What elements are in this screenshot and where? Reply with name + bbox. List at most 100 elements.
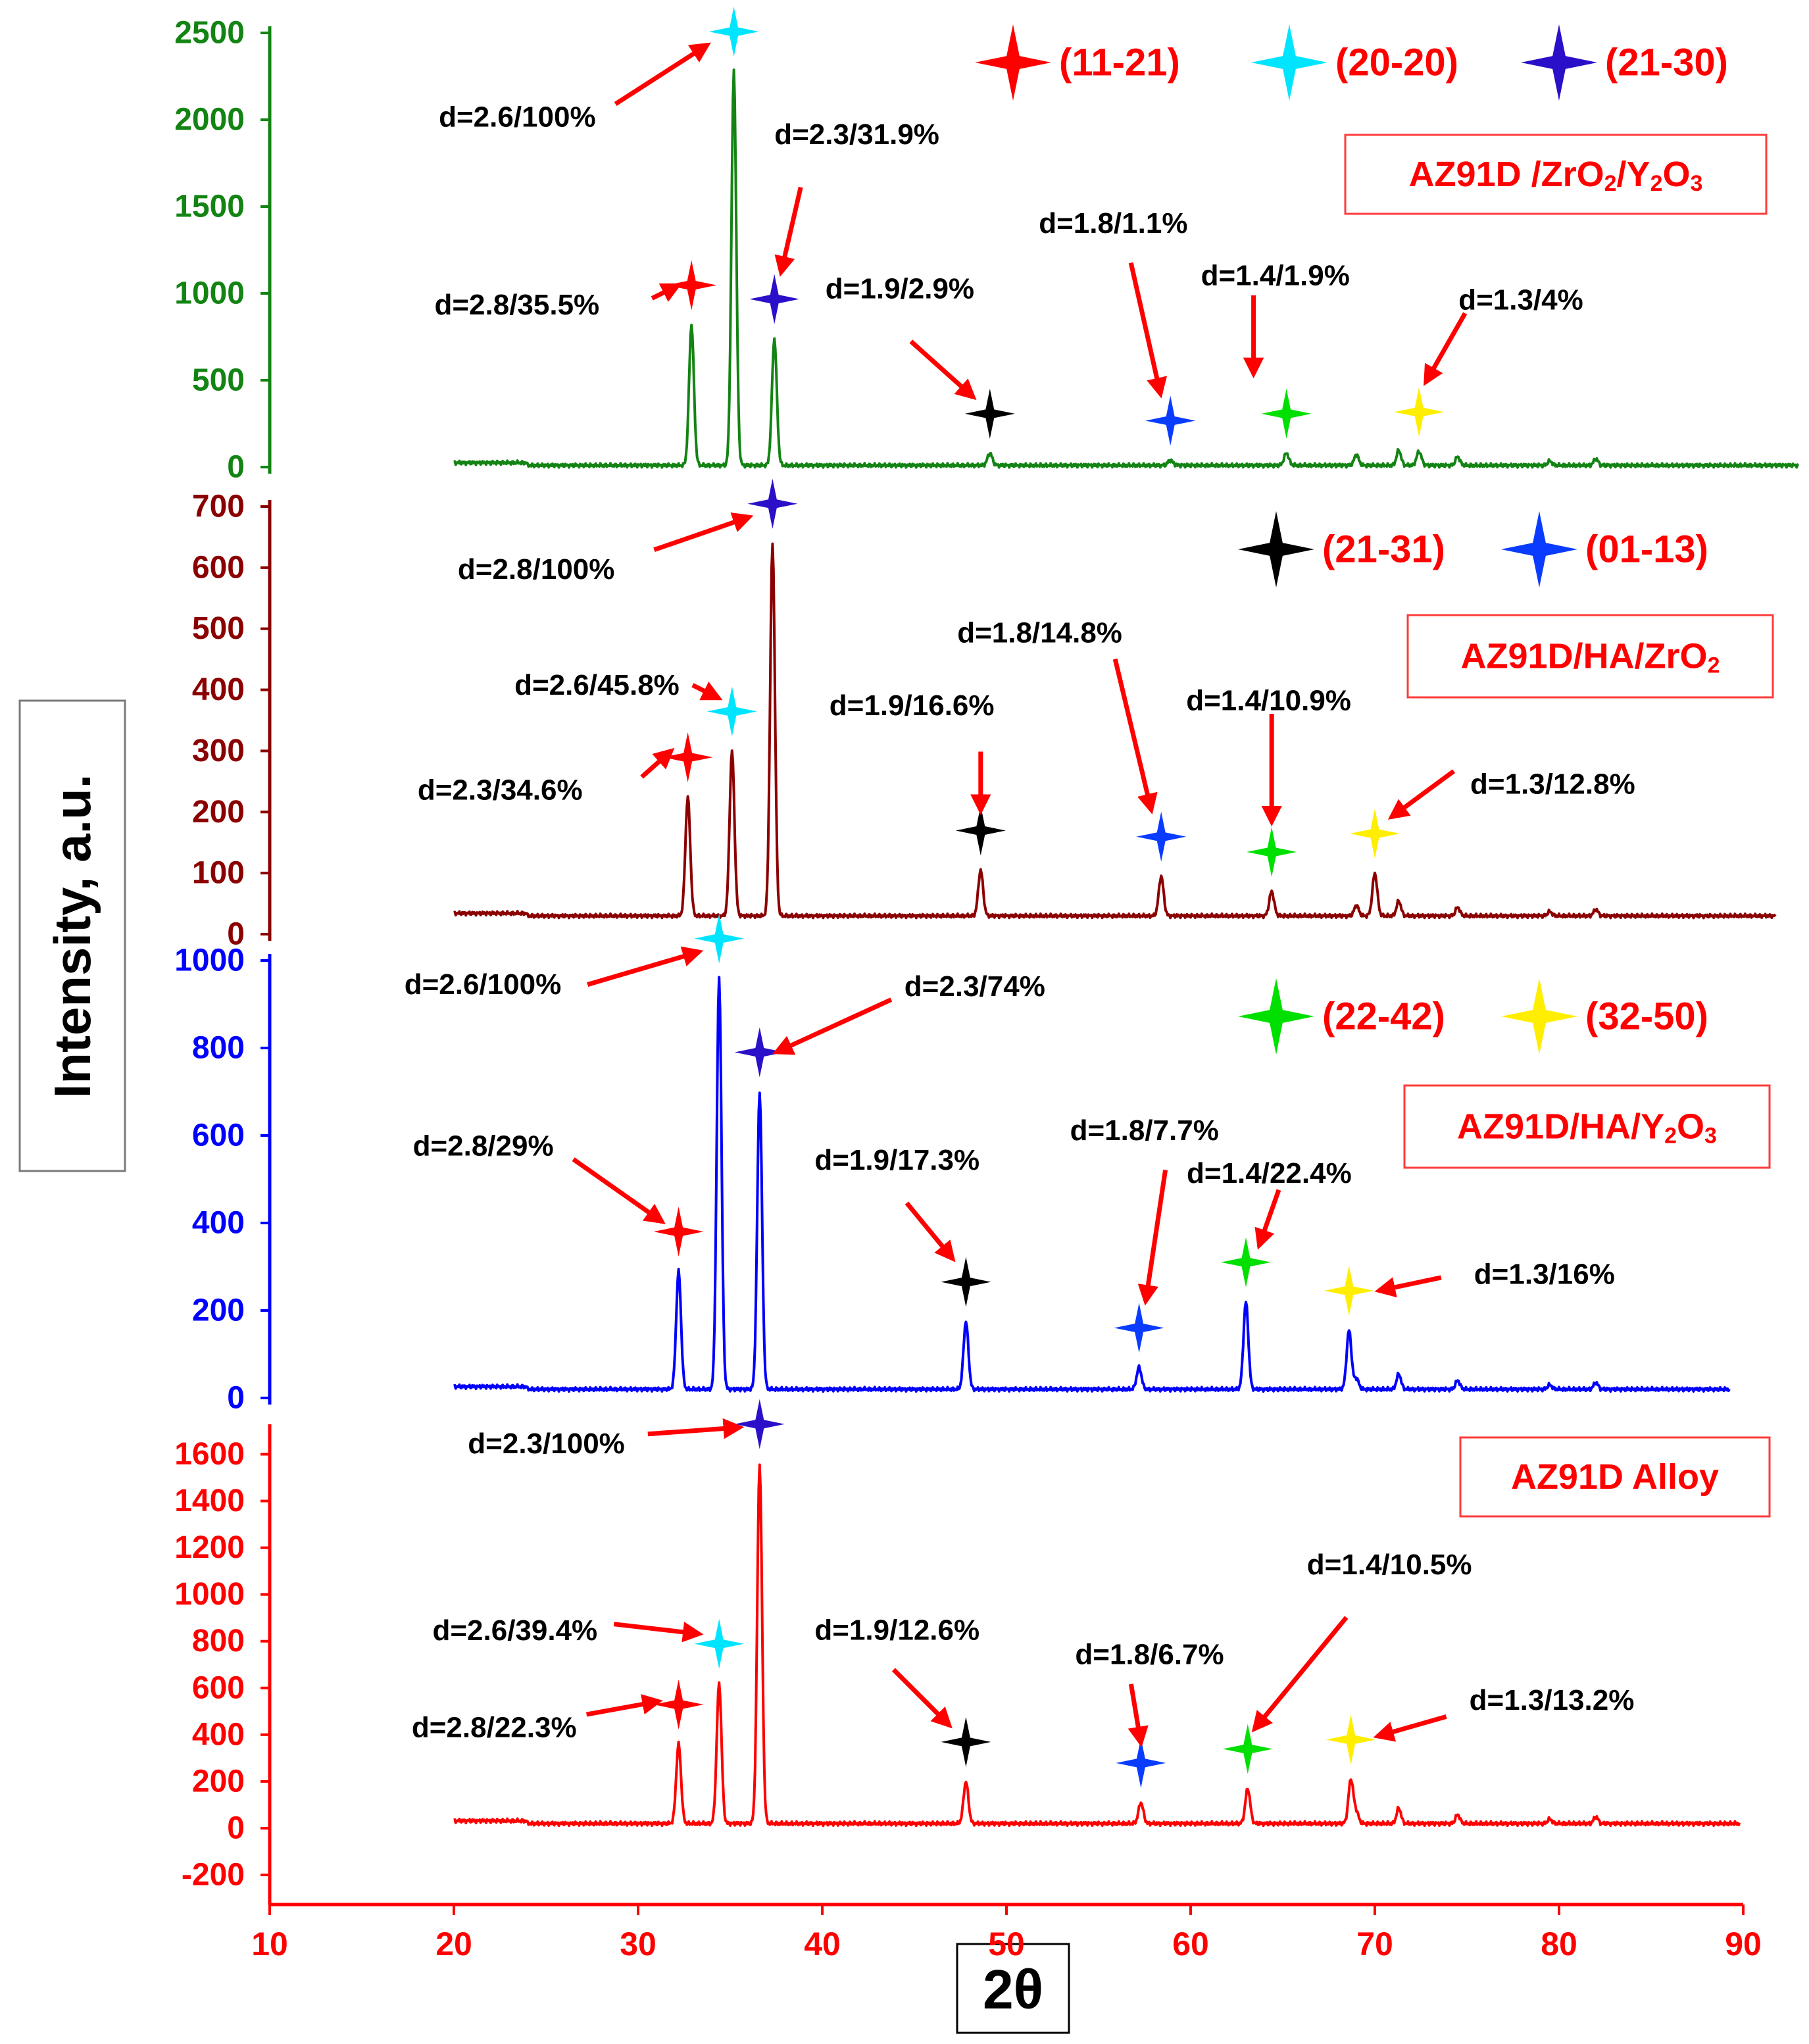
peak-d-label: d=2.3/31.9% (774, 118, 939, 151)
legend-entry-label: (21-31) (1322, 528, 1445, 571)
title-subscript: 2 (1604, 171, 1617, 196)
peak-arrow (653, 512, 754, 553)
peak-star-marker (1145, 395, 1196, 446)
peak-d-label: d=2.3/74% (904, 970, 1045, 1003)
panel-2-title: AZ91D/HA/ZrO2 (1461, 637, 1720, 678)
y-tick-label: 2500 (174, 16, 245, 51)
panel-4-title: AZ91D Alloy (1511, 1457, 1719, 1497)
peak-d-label: d=1.9/2.9% (826, 272, 974, 305)
peak-star-marker (694, 913, 745, 964)
x-axis-title: 2θ (956, 1943, 1070, 2034)
y-tick-label: 800 (192, 1031, 245, 1066)
title-text: AZ91D/HA/ZrO (1461, 637, 1708, 676)
peak-d-label: d=1.8/7.7% (1070, 1114, 1219, 1147)
peak-arrow (1424, 312, 1468, 386)
x-axis-title-box (956, 1943, 1070, 2034)
peak-star-marker (653, 1680, 704, 1730)
peak-d-label: d=1.4/22.4% (1187, 1157, 1352, 1189)
peak-arrow (1128, 1683, 1149, 1748)
peak-d-label: d=1.3/12.8% (1470, 768, 1635, 801)
panel-1: 0 500 1000 1500 2000 2500 d=2.8/35.5% d=2.6/100… (174, 7, 1800, 485)
peak-star-marker (941, 1716, 991, 1767)
title-subscript: 2 (1650, 171, 1663, 196)
peak-star-marker (734, 1399, 785, 1449)
y-tick-label: 1000 (174, 943, 245, 978)
y-tick-label: 600 (192, 550, 245, 585)
peak-star-marker (666, 260, 717, 311)
x-tick-label: 20 (435, 1926, 472, 1962)
x-tick-label: 70 (1356, 1926, 1393, 1962)
peak-star-marker (964, 388, 1015, 439)
peak-arrow (585, 1694, 663, 1717)
y-tick-label: 1200 (174, 1530, 245, 1565)
y-tick-label: 700 (192, 489, 245, 524)
peak-d-label: d=1.4/10.5% (1307, 1549, 1472, 1581)
peak-arrow (587, 946, 704, 987)
x-tick-label: 90 (1725, 1926, 1762, 1962)
peak-d-label: d=2.8/35.5% (434, 289, 599, 321)
peak-d-label: d=2.6/45.8% (514, 669, 680, 701)
peak-d-label: d=2.8/100% (458, 553, 615, 586)
peak-d-label: d=2.8/29% (413, 1130, 554, 1162)
y-tick-label: 200 (192, 795, 245, 830)
peak-d-label: d=1.9/17.3% (814, 1144, 979, 1176)
legend-entry-label: (32-50) (1585, 995, 1708, 1038)
plot-layer: 05001000150020002500d=2.8/35.5%d=2.6/100… (174, 7, 1800, 1962)
peak-arrow (572, 1157, 666, 1224)
panel-4-title-box (1459, 1436, 1771, 1518)
panel-4-spectrum-line (453, 1463, 1741, 1828)
x-axis-title-text: 2θ (983, 1958, 1043, 2020)
peak-star-marker (706, 686, 757, 737)
panel-3: 0 200 400 600 800 1000 d=2.8/29% d=2.6/100% d=2.… (174, 913, 1771, 1416)
y-tick-label: 800 (192, 1624, 245, 1658)
y-tick-label: 1000 (174, 276, 245, 311)
peak-star-marker (734, 1027, 785, 1078)
title-text: O (1663, 155, 1691, 194)
legend-entry-label: (11-21) (1059, 41, 1180, 84)
peak-star-marker (653, 1207, 704, 1257)
legend-entry-label: (20-20) (1335, 41, 1458, 84)
peak-star-marker (662, 732, 713, 783)
y-tick-label: 500 (192, 611, 245, 646)
legend-star-marker (975, 24, 1051, 101)
panel-3-spectrum-line (453, 976, 1731, 1393)
panel-3-title-box (1403, 1084, 1771, 1169)
y-tick-label: 0 (227, 1381, 245, 1416)
peak-arrow (691, 682, 723, 701)
y-tick-label: 100 (192, 856, 245, 891)
legend-star-marker (1238, 511, 1314, 587)
peak-d-label: d=1.8/1.1% (1039, 207, 1187, 239)
y-axis-title-text: Intensity, a.u. (43, 774, 101, 1099)
legend-entry-label: (01-13) (1585, 528, 1708, 571)
peak-star-marker (1350, 809, 1400, 859)
legend-entry-label: (22-42) (1322, 995, 1445, 1038)
title-subscript: 3 (1691, 171, 1703, 196)
peak-d-label: d=1.9/16.6% (830, 689, 995, 722)
peak-star-marker (1261, 388, 1312, 439)
x-tick-label: 50 (988, 1926, 1025, 1962)
y-tick-label: 400 (192, 672, 245, 707)
legend-star-marker (1521, 24, 1597, 101)
peak-star-marker (747, 478, 798, 529)
x-tick-label: 30 (620, 1926, 657, 1962)
y-tick-label: -200 (182, 1858, 245, 1893)
panel-1-title: AZ91D /ZrO2/Y2O3 (1409, 155, 1703, 196)
title-subscript: 2 (1708, 653, 1720, 678)
y-tick-label: 300 (192, 734, 245, 768)
peak-star-marker (1324, 1265, 1374, 1316)
peak-arrow (647, 1418, 745, 1439)
peak-arrow (891, 1668, 953, 1729)
peak-arrow (904, 1201, 956, 1262)
y-tick-label: 0 (227, 917, 245, 952)
legend-star-marker (1501, 978, 1577, 1055)
peak-star-marker (1394, 387, 1445, 437)
peak-star-marker (941, 1257, 991, 1307)
panel-2-title-box (1406, 614, 1774, 699)
peak-arrow (651, 283, 682, 302)
peak-d-label: d=1.8/14.8% (957, 616, 1122, 649)
peak-arrow (1387, 769, 1456, 820)
y-tick-label: 2000 (174, 103, 245, 137)
y-axis-title-box (18, 699, 126, 1172)
legend-star-marker (1501, 511, 1577, 587)
